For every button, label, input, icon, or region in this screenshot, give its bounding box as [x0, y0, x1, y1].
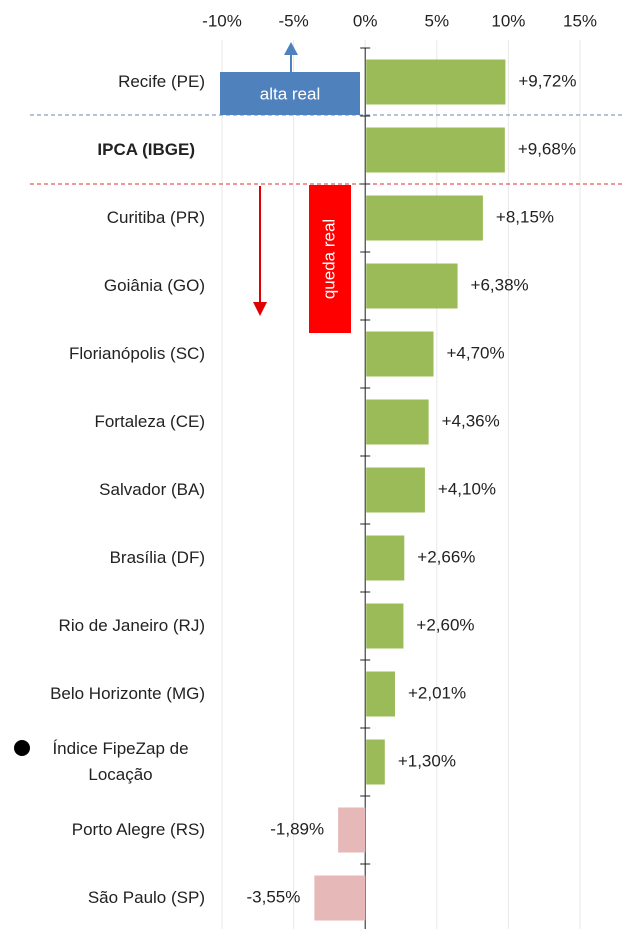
data-label: +2,66% [417, 547, 475, 566]
arrow-head [253, 302, 267, 316]
x-tick-label: -10% [202, 11, 242, 30]
bar [366, 739, 385, 785]
y-tick-label: Curitiba (PR) [106, 208, 205, 227]
x-tick-label: 10% [491, 11, 525, 30]
bar [366, 467, 425, 513]
annotation-box [309, 185, 351, 333]
data-label: +4,36% [442, 411, 500, 430]
bar [366, 331, 434, 377]
bar [366, 535, 405, 581]
bar [366, 603, 404, 649]
y-tick-label: IPCA (IBGE) [97, 140, 195, 159]
annotation: queda real [319, 219, 338, 299]
data-label: -1,89% [270, 819, 324, 838]
y-tick-label: Brasília (DF) [109, 548, 205, 567]
data-label: +4,10% [438, 479, 496, 498]
y-tick-label: Rio de Janeiro (RJ) [58, 616, 205, 635]
y-tick-label: São Paulo (SP) [87, 888, 205, 907]
bar [314, 875, 366, 921]
x-tick-label: -5% [278, 11, 308, 30]
bar [366, 399, 429, 445]
data-label: +2,01% [408, 683, 466, 702]
y-tick-label: Salvador (BA) [99, 480, 205, 499]
data-label: +9,72% [518, 71, 576, 90]
bar [366, 195, 483, 241]
annotation-box [220, 72, 360, 115]
y-tick-label: Florianópolis (SC) [68, 344, 205, 363]
y-tick-label: Índice FipeZap de Locação [52, 739, 189, 784]
bar [366, 59, 506, 105]
bar [338, 807, 366, 853]
data-label: +1,30% [398, 751, 456, 770]
bullet [14, 740, 30, 756]
bar [366, 263, 458, 309]
data-label: +4,70% [447, 343, 505, 362]
x-tick-label: 5% [425, 11, 450, 30]
arrow-head [284, 42, 298, 55]
annotation: alta real [260, 84, 320, 103]
data-label: -3,55% [246, 887, 300, 906]
y-tick-label: Belo Horizonte (MG) [50, 684, 205, 703]
x-tick-label: 15% [563, 11, 597, 30]
data-label: +6,38% [471, 275, 529, 294]
x-tick-label: 0% [353, 11, 378, 30]
y-tick-label: Fortaleza (CE) [94, 412, 205, 431]
data-label: +9,68% [518, 139, 576, 158]
bar [366, 671, 395, 717]
y-tick-label: Goiânia (GO) [103, 276, 205, 295]
y-tick-label: Porto Alegre (RS) [71, 820, 205, 839]
y-tick-label: Recife (PE) [118, 72, 205, 91]
data-label: +8,15% [496, 207, 554, 226]
data-label: +2,60% [416, 615, 474, 634]
bar [366, 127, 505, 173]
